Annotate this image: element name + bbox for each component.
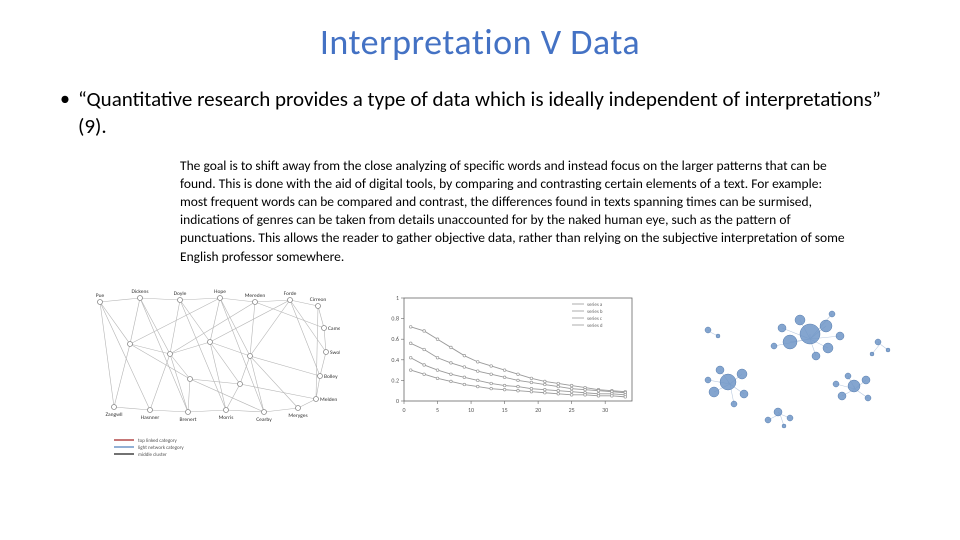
network-figure: Pue Dickens Doyle Hope Mereden Forde Cirreon Ca… xyxy=(80,284,340,460)
svg-text:Mereden: Mereden xyxy=(245,293,266,299)
network-svg: Pue Dickens Doyle Hope Mereden Forde Cirreon Ca… xyxy=(80,284,340,434)
bullet-dot: • xyxy=(60,86,70,112)
svg-text:Hope: Hope xyxy=(214,289,226,295)
svg-text:Melden: Melden xyxy=(320,397,337,403)
svg-text:Forde: Forde xyxy=(284,291,297,297)
svg-text:Cearby: Cearby xyxy=(256,417,272,423)
svg-text:top linked category: top linked category xyxy=(138,438,178,444)
svg-text:1: 1 xyxy=(396,294,399,302)
svg-text:series a: series a xyxy=(587,302,603,308)
svg-text:Zangwll: Zangwll xyxy=(105,412,122,418)
svg-text:0.2: 0.2 xyxy=(391,376,399,384)
svg-text:Doyle: Doyle xyxy=(174,291,187,297)
svg-text:Morris: Morris xyxy=(219,415,234,421)
svg-text:Dickens: Dickens xyxy=(131,289,148,295)
svg-text:Pue: Pue xyxy=(96,293,105,299)
svg-text:Hasnner: Hasnner xyxy=(141,415,160,421)
slide-title: Interpretation V Data xyxy=(50,20,910,64)
slide: Interpretation V Data • “Quantitative re… xyxy=(0,0,960,540)
svg-text:Cirreon: Cirreon xyxy=(310,297,327,303)
svg-text:series b: series b xyxy=(587,309,603,315)
network-legend: top linked categorylight network categor… xyxy=(110,434,310,460)
svg-text:series c: series c xyxy=(587,316,603,322)
svg-text:Cameron: Cameron xyxy=(328,326,340,332)
linechart-figure: 05101520253000.20.40.60.81series aseries… xyxy=(370,284,640,419)
bubble-figure xyxy=(670,284,900,434)
svg-text:series d: series d xyxy=(587,323,603,329)
svg-text:0: 0 xyxy=(402,406,405,414)
bubble-svg xyxy=(670,284,900,434)
figure-row: Pue Dickens Doyle Hope Mereden Forde Cirreon Ca… xyxy=(50,284,910,460)
svg-text:Bolley: Bolley xyxy=(324,374,338,380)
svg-text:5: 5 xyxy=(436,406,439,414)
bullet-text: “Quantitative research provides a type o… xyxy=(78,86,890,141)
svg-text:20: 20 xyxy=(535,406,541,414)
svg-text:30: 30 xyxy=(602,406,608,414)
svg-text:Brenert: Brenert xyxy=(180,417,197,423)
svg-text:0.8: 0.8 xyxy=(391,315,399,323)
svg-text:light network category: light network category xyxy=(138,445,184,451)
bullet-item: • “Quantitative research provides a type… xyxy=(50,86,910,141)
svg-text:Swoll: Swoll xyxy=(330,350,340,356)
svg-text:0.6: 0.6 xyxy=(391,335,399,343)
svg-text:0.4: 0.4 xyxy=(391,356,399,364)
svg-text:25: 25 xyxy=(569,406,575,414)
body-paragraph: The goal is to shift away from the close… xyxy=(50,157,910,266)
svg-text:middle cluster: middle cluster xyxy=(138,452,167,458)
svg-text:10: 10 xyxy=(468,406,474,414)
svg-text:15: 15 xyxy=(502,406,508,414)
linechart-svg: 05101520253000.20.40.60.81series aseries… xyxy=(370,284,640,419)
svg-text:0: 0 xyxy=(396,397,399,405)
svg-text:Meryges: Meryges xyxy=(288,413,307,419)
